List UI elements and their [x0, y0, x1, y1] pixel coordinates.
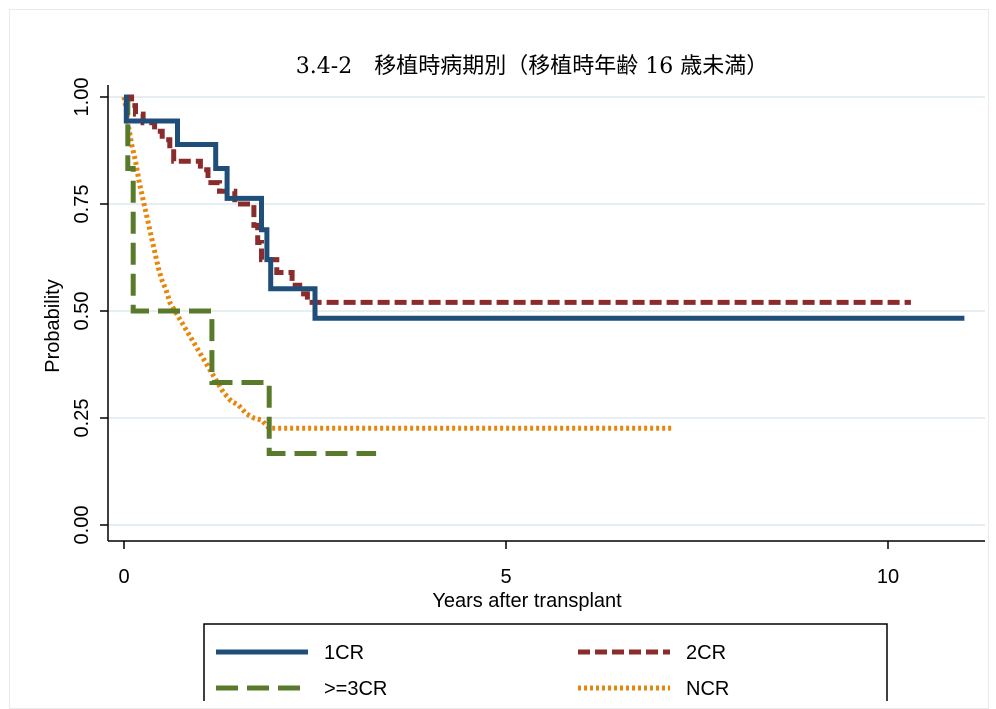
legend-label-3: NCR	[686, 678, 729, 700]
legend-label-2: >=3CR	[324, 678, 387, 700]
y-tick-label-3: 0.75	[71, 185, 93, 224]
legend-label-1: 2CR	[686, 642, 726, 664]
legend-label-0: 1CR	[324, 642, 364, 664]
gridlines	[108, 96, 985, 526]
series-line-1cr	[123, 94, 965, 321]
series-line-3cr	[124, 94, 377, 456]
y-axis-label: Probability	[42, 279, 64, 372]
y-tick-label-1: 0.25	[71, 399, 93, 438]
x-tick-label-0: 0	[118, 566, 129, 588]
y-tick-label-4: 1.00	[71, 78, 93, 117]
chart-frame	[9, 9, 989, 709]
axes: 0.00 0.25 0.50 0.75 1.00 0 5 10	[71, 78, 985, 588]
x-axis-label: Years after transplant	[432, 590, 622, 612]
chart-title: 3.4-2 移植時病期別（移植時年齢 16 歳未満）	[296, 54, 768, 79]
legend-box	[203, 623, 888, 701]
x-tick-label-1: 5	[500, 566, 511, 588]
x-tick-label-2: 10	[877, 566, 899, 588]
legend: 1CR 2CR >=3CR NCR	[203, 623, 888, 701]
y-tick-label-2: 0.50	[71, 292, 93, 331]
series-group	[121, 94, 965, 456]
y-tick-label-0: 0.00	[71, 506, 93, 545]
